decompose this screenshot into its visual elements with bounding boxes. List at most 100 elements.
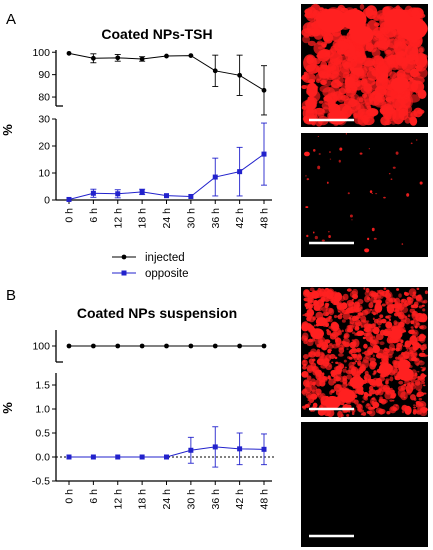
panel-b-injected-particle — [397, 324, 402, 329]
panel-a-injected-particle — [318, 100, 324, 104]
panel-b-injected-particle — [382, 330, 390, 337]
panel-b-injected-particle — [381, 303, 386, 307]
chart-b-x-tick-label-8: 48 h — [259, 489, 271, 510]
panel-b-injected-particle — [406, 389, 410, 394]
panel-b-injected-particle — [415, 322, 420, 326]
panel-b-injected-particle — [416, 410, 420, 413]
panel-b-injected-particle — [343, 332, 350, 339]
panel-a-injected-particle — [363, 83, 372, 93]
panel-a-injected-particle — [374, 41, 380, 48]
panel-b-injected-particle — [411, 310, 419, 320]
panel-a-opposite-particle — [395, 151, 399, 155]
panel-b-injected-particle — [372, 335, 376, 339]
panel-b-injected-particle — [335, 376, 340, 382]
panel-a-injected-particle — [383, 102, 396, 115]
panel-b-injected-particle — [308, 358, 315, 365]
panel-b-injected-particle — [363, 287, 366, 290]
panel-b-injected-particle — [379, 341, 385, 346]
panel-b-injected-particle — [337, 311, 340, 313]
panel-b-injected-particle — [393, 320, 398, 326]
panel-b-injected-particle — [422, 308, 426, 312]
panel-b-injected-particle — [306, 308, 315, 317]
panel-b-injected-particle — [373, 339, 380, 345]
panel-b-injected-particle — [398, 303, 403, 308]
panel-b-injected-particle — [385, 289, 390, 294]
chart-b-injected-point-5 — [188, 343, 194, 349]
panel-b-injected-particle — [328, 318, 333, 323]
panel-b-injected-particle — [351, 298, 355, 301]
panel-a-opposite-particle — [410, 142, 413, 145]
panel-b-injected-particle — [306, 339, 314, 347]
panel-b-injected-particle — [420, 373, 426, 380]
panel-b-injected-particle — [362, 336, 366, 340]
panel-b-injected-particle — [357, 349, 360, 352]
panel-b-injected-particle — [389, 297, 397, 303]
panel-b-injected-particle — [351, 368, 356, 371]
panel-a-injected-particle — [337, 103, 350, 113]
panel-b-injected-particle — [334, 356, 338, 360]
panel-b-injected-particle — [400, 306, 409, 314]
panel-b-injected-particle — [302, 405, 307, 409]
panel-a-opposite-particle — [347, 192, 350, 195]
panel-a-opposite-particle — [314, 235, 318, 240]
panel-b-injected-particle — [329, 333, 334, 337]
panel-a-opposite-particle — [416, 139, 418, 141]
panel-b-injected-particle — [342, 368, 347, 373]
chart-b-injected-point-1 — [90, 343, 96, 349]
panel-b-injected-particle — [355, 304, 363, 313]
panel-b-injected-particle — [341, 329, 344, 333]
panel-b-injected-particle — [401, 410, 405, 414]
panel-b-injected-particle — [324, 299, 329, 302]
panel-b-injected-particle — [320, 363, 328, 369]
panel-b-injected-particle — [325, 354, 332, 362]
panel-b-injected-particle — [325, 302, 330, 306]
panel-b-injected-particle — [384, 347, 388, 352]
panel-b-injected-particle — [370, 351, 373, 354]
chart-a-opposite-line — [68, 153, 265, 200]
chart-a-y-tick-label-upper-0: 80 — [38, 92, 50, 104]
panel-b-injected-particle — [307, 297, 315, 304]
chart-b-x-tick-label-6: 36 h — [210, 489, 222, 510]
panel-b-injected-particle — [372, 354, 375, 358]
panel-a-injected-particle — [317, 46, 323, 50]
panel-b-injected-particle — [404, 317, 411, 325]
panel-a-injected-particle — [371, 48, 381, 58]
panel-b-injected-particle — [346, 374, 353, 380]
panel-b-injected-particle — [364, 290, 372, 297]
chart-b-y-axis-label: % — [0, 402, 15, 414]
panel-b-injected-particle — [319, 393, 324, 399]
chart-a-injected-line — [68, 52, 265, 91]
panel-a-opposite-particle — [329, 158, 332, 160]
chart-a-injected-point-7 — [237, 72, 243, 78]
micrographs — [301, 3, 428, 547]
panel-b-injected-particle — [398, 356, 404, 360]
panel-a-opposite-particle — [313, 148, 316, 152]
panel-a-opposite-particle — [388, 173, 391, 175]
panel-a-opposite-particle — [328, 231, 330, 233]
panel-a-injected-particle — [304, 8, 313, 15]
panel-b-injected-particle — [312, 402, 318, 408]
panel-a-injected-micrograph — [301, 3, 428, 127]
panel-a-injected-aggregate — [390, 76, 410, 92]
panel-b-injected-particle — [406, 296, 412, 301]
panel-b-injected-particle — [396, 344, 403, 352]
panel-b-injected-particle — [349, 315, 353, 318]
panel-a-injected-particle — [305, 63, 320, 74]
panel-a-injected-particle — [411, 76, 425, 85]
panel-a-injected-particle — [366, 69, 379, 81]
panel-b-injected-particle — [378, 325, 381, 328]
chart-b-x-tick-label-5: 30 h — [185, 489, 197, 510]
panel-b-injected-particle — [418, 316, 426, 323]
chart-a-injected-point-5 — [188, 53, 194, 58]
panel-b-injected-particle — [307, 351, 313, 358]
panel-a-injected-aggregate — [350, 25, 374, 45]
panel-a-injected-particle — [356, 96, 367, 105]
panel-a-opposite-particle — [317, 165, 321, 170]
panel-b-injected-particle — [327, 348, 332, 352]
panel-b-injected-particle — [360, 315, 367, 323]
panel-b-injected-particle — [376, 290, 381, 293]
panel-b-injected-particle — [329, 390, 333, 395]
panel-b-injected-particle — [412, 351, 418, 358]
panel-b-injected-particle — [370, 361, 377, 367]
panel-b-injected-particle — [334, 338, 339, 343]
